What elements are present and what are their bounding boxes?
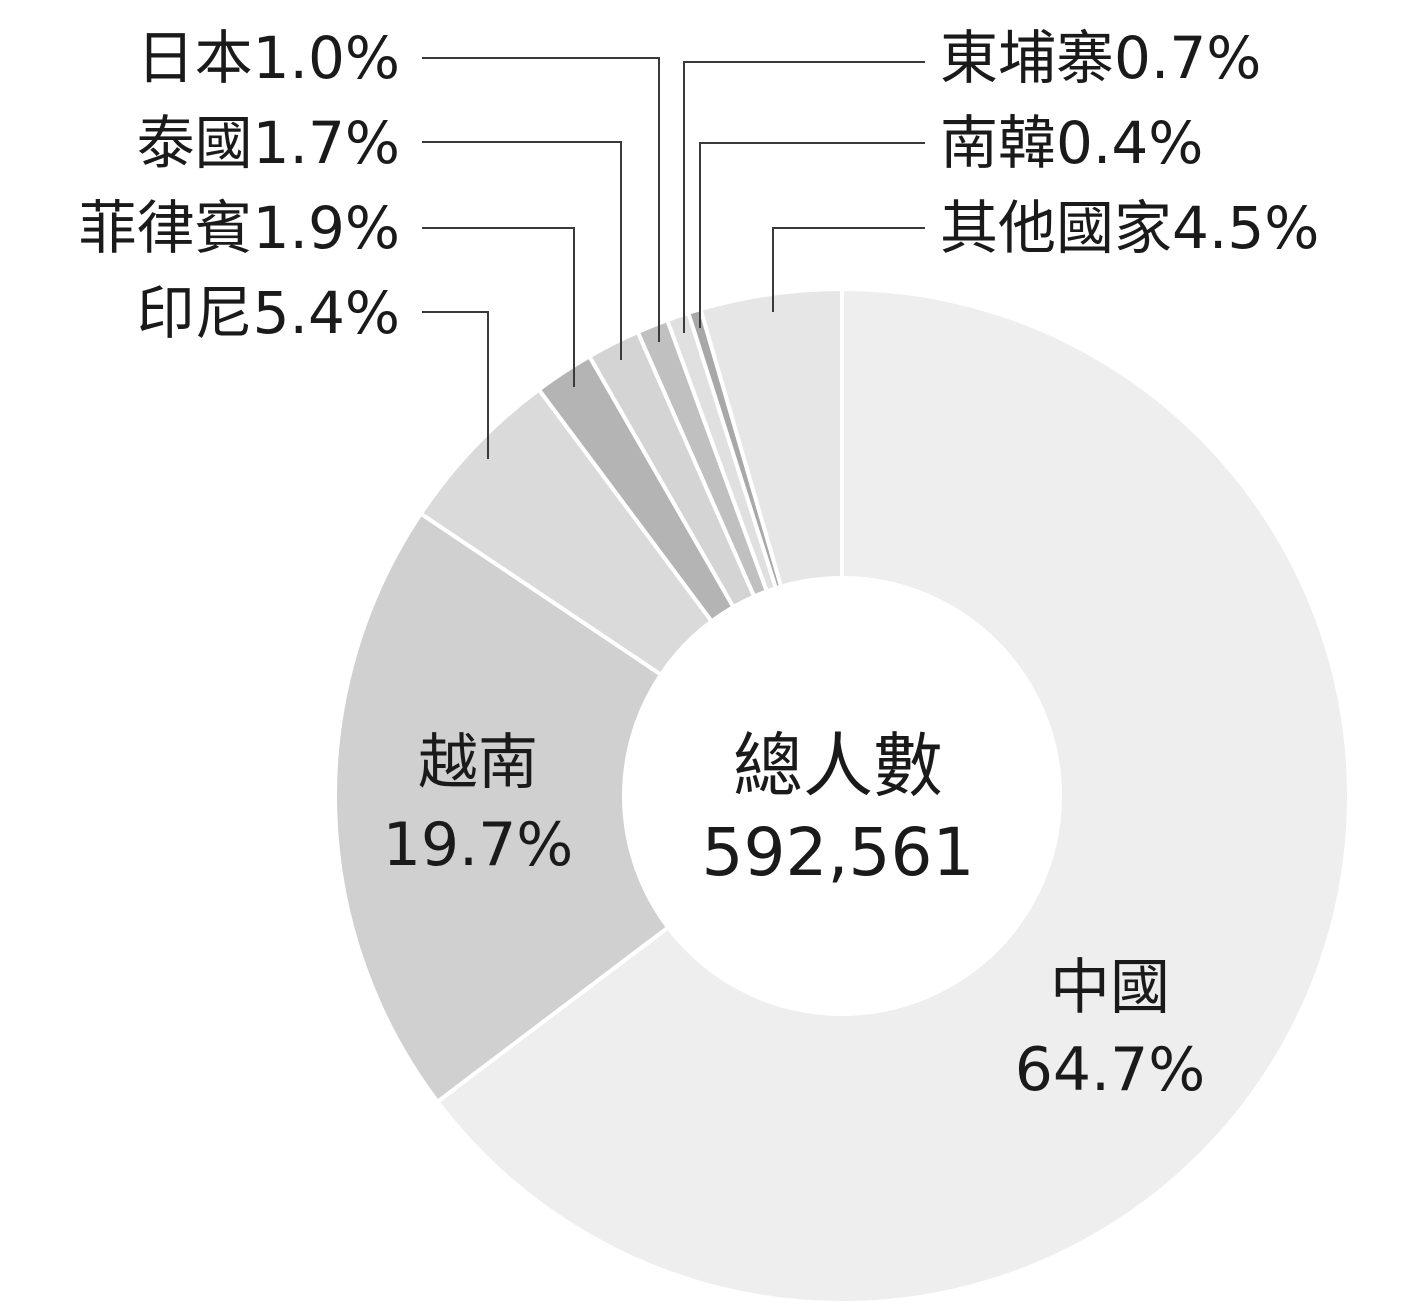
leader-line-日本 [422, 57, 660, 342]
label-south-korea: 南韓0.4% [940, 109, 1203, 177]
center-total-value: 592,561 [702, 814, 975, 891]
label-thailand: 泰國1.7% [137, 109, 400, 177]
leader-line-印尼 [422, 311, 489, 459]
label-china-percent: 64.7% [1015, 1035, 1206, 1105]
leader-line-東埔寨 [683, 61, 925, 333]
label-indonesia: 印尼5.4% [137, 279, 400, 347]
label-other-countries: 其他國家4.5% [940, 194, 1319, 262]
slice-labels: 日本1.0% 泰國1.7% 菲律賓1.9% 印尼5.4% 東埔寨0.7% 南韓0… [79, 24, 1320, 1105]
slice-9 [698, 286, 844, 590]
label-philippines: 菲律賓1.9% [79, 194, 400, 262]
center-title: 總人數 [733, 725, 943, 807]
leader-line-菲律賓 [422, 227, 575, 387]
donut-slices [333, 286, 1351, 1305]
leader-line-其他國家 [772, 227, 925, 312]
label-japan: 日本1.0% [137, 24, 400, 92]
label-china-name: 中國 [1050, 953, 1170, 1023]
leader-line-南韓 [699, 142, 925, 328]
label-vietnam-percent: 19.7% [383, 810, 574, 880]
label-vietnam-name: 越南 [418, 728, 538, 798]
label-cambodia: 東埔寨0.7% [940, 24, 1261, 92]
slice-2 [333, 510, 671, 1105]
leader-line-泰國 [422, 141, 622, 360]
slice-1 [434, 286, 1351, 1305]
leader-lines [422, 57, 925, 459]
